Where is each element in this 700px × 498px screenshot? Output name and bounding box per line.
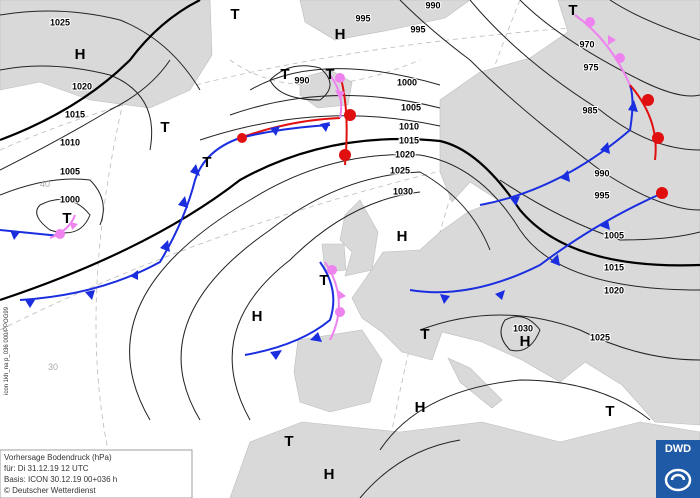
pressure-center: T	[568, 2, 577, 19]
isobar-label: 995	[594, 190, 609, 200]
isobar-label: 1015	[65, 109, 85, 119]
isobar-label: 1015	[604, 262, 624, 272]
logo-swirl	[664, 468, 692, 492]
isobar-label: 1020	[72, 81, 92, 91]
isobar-label: 990	[594, 168, 609, 178]
info-background	[0, 449, 193, 498]
isobar-label: 1000	[60, 194, 80, 204]
isobar-label: 1025	[50, 17, 70, 27]
pressure-center: T	[420, 326, 429, 343]
pressure-center: T	[605, 403, 614, 420]
pressure-center: T	[202, 154, 211, 171]
pressure-center: T	[230, 6, 239, 23]
pressure-centers: T H H T T T T T H T H T H T H T T H	[62, 2, 614, 483]
pressure-center: T	[325, 66, 334, 83]
isobar-label: 990	[294, 75, 309, 85]
pressure-center: H	[397, 228, 408, 245]
pressure-center: H	[324, 466, 335, 483]
isobar-label: 1010	[399, 121, 419, 131]
isobar-label: 1000	[397, 77, 417, 87]
pressure-center: H	[252, 308, 263, 325]
info-copyright: © Deutscher Wetterdienst	[4, 486, 96, 495]
isobar-label: 995	[355, 13, 370, 23]
isobar-label: 1020	[604, 285, 624, 295]
pressure-center: H	[415, 399, 426, 416]
pressure-center: T	[62, 210, 71, 227]
isobar-labels: 1025 1020 1015 1010 1005 1000 995 995 990 990 1000…	[49, 0, 625, 343]
isobar-label: 1010	[60, 137, 80, 147]
pressure-center: H	[335, 26, 346, 43]
info-box: Vorhersage Bodendruck (hPa) für: Di 31.1…	[0, 449, 193, 498]
isobar-label: 1005	[401, 102, 421, 112]
pressure-center: T	[284, 433, 293, 450]
isobar-label: 1030	[393, 186, 413, 196]
isobar-label: 970	[579, 39, 594, 49]
logo-text: DWD	[665, 443, 691, 455]
latitude-label: 40	[40, 179, 50, 189]
side-text: icon 1kh_na p_036 000/PPOG99	[4, 306, 10, 395]
pressure-center: H	[520, 333, 531, 350]
isobar-label: 1030	[513, 323, 533, 333]
info-title: Vorhersage Bodendruck (hPa)	[4, 453, 112, 462]
pressure-center: H	[75, 46, 86, 63]
isobar-label: 1025	[390, 165, 410, 175]
isobar-label: 1015	[399, 135, 419, 145]
isobar-label: 1025	[590, 332, 610, 342]
isobar-label: 985	[582, 105, 597, 115]
pressure-center: T	[160, 119, 169, 136]
info-base: Basis: ICON 30.12.19 00+036 h	[4, 475, 117, 484]
isobar-label: 975	[583, 62, 598, 72]
isobar-label: 1005	[60, 166, 80, 176]
latitude-label: 30	[48, 362, 58, 372]
pressure-center: T	[319, 272, 328, 289]
pressure-center: T	[280, 66, 289, 83]
fronts	[0, 14, 668, 360]
isobar-label: 990	[425, 0, 440, 10]
info-valid: für: Di 31.12.19 12 UTC	[4, 464, 89, 473]
logo: DWD	[656, 440, 700, 498]
isobar-label: 1020	[395, 149, 415, 159]
isobar-label: 995	[410, 24, 425, 34]
isobar-label: 1005	[604, 230, 624, 240]
